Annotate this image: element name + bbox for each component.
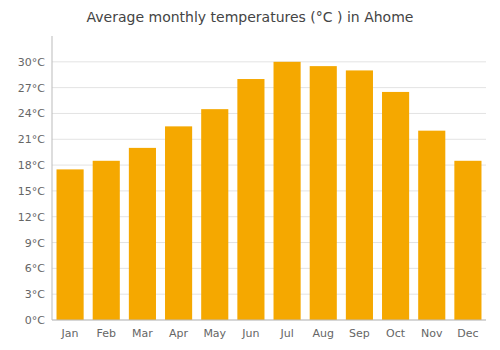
y-tick-label: 12°C <box>18 211 45 224</box>
x-tick-label: Sep <box>349 327 370 340</box>
y-tick-label: 18°C <box>18 159 45 172</box>
bar <box>57 169 84 320</box>
x-tick-label: Jun <box>241 327 259 340</box>
bar <box>129 148 156 320</box>
x-tick-label: Mar <box>132 327 153 340</box>
x-axis: Jan Feb Mar Apr May Jun Jul Aug Sep Oct Nov Dec <box>61 327 479 340</box>
x-tick-label: Oct <box>386 327 406 340</box>
y-tick-label: 15°C <box>18 185 45 198</box>
bar <box>310 66 337 320</box>
title: Average monthly temperatures (°C ) in Ah… <box>87 9 414 25</box>
grid-line <box>52 87 486 88</box>
bar <box>274 62 301 320</box>
x-tick-label: May <box>203 327 226 340</box>
x-tick-label: Jan <box>61 327 79 340</box>
y-tick-label: 6°C <box>25 262 45 275</box>
y-tick-label: 21°C <box>18 133 45 146</box>
x-tick-label: Jul <box>279 327 293 340</box>
bar <box>346 70 373 320</box>
bar <box>418 131 445 320</box>
bar <box>454 161 481 320</box>
x-tick-label: Nov <box>421 327 443 340</box>
bar <box>382 92 409 320</box>
x-axis-line <box>52 320 486 321</box>
x-tick-label: Apr <box>169 327 189 340</box>
x-tick-label: Feb <box>97 327 116 340</box>
bar <box>201 109 228 320</box>
grid <box>52 62 486 320</box>
y-tick-label: 24°C <box>18 107 45 120</box>
x-tick-label: Dec <box>457 327 478 340</box>
y-tick-label: 27°C <box>18 82 45 95</box>
y-tick-label: 3°C <box>25 288 45 301</box>
grid-line <box>52 113 486 114</box>
bars <box>57 62 482 320</box>
bar <box>165 126 192 320</box>
y-axis-line <box>52 36 53 320</box>
bar <box>237 79 264 320</box>
bar <box>93 161 120 320</box>
x-tick-label: Aug <box>313 327 334 340</box>
y-tick-label: 0°C <box>25 314 45 327</box>
y-axis: 0°C 3°C 6°C 9°C 12°C 15°C 18°C 21°C 24°C 27°C 30°C <box>18 56 45 327</box>
y-tick-label: 9°C <box>25 237 45 250</box>
grid-line <box>52 61 486 62</box>
chart: Average monthly temperatures (°C ) in Ah… <box>0 0 500 350</box>
chart-container: Average monthly temperatures (°C ) in Ah… <box>0 0 500 350</box>
y-tick-label: 30°C <box>18 56 45 69</box>
grid-line <box>52 320 486 321</box>
